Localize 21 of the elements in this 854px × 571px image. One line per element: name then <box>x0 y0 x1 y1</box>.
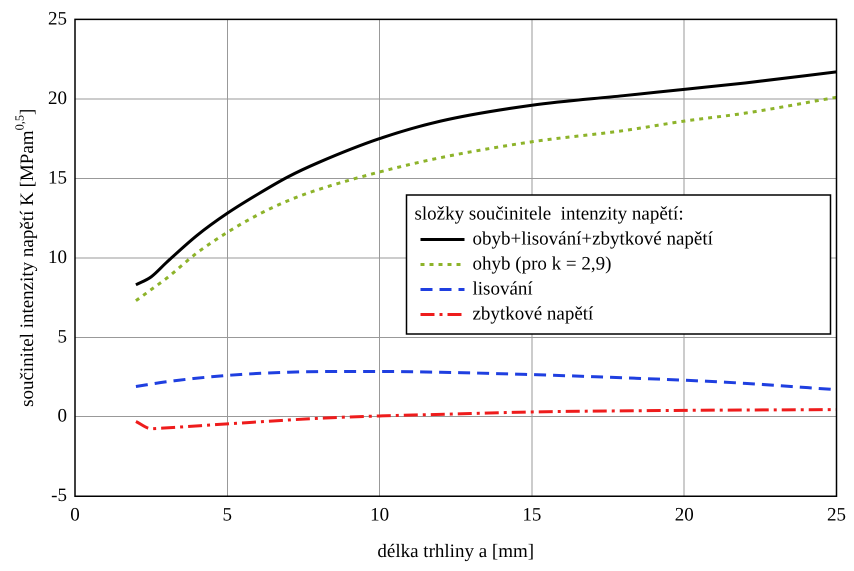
x-tick-label: 15 <box>522 504 542 526</box>
y-tick-label: 5 <box>58 326 67 348</box>
x-tick-label: 5 <box>222 504 232 526</box>
x-tick-label: 20 <box>674 504 694 526</box>
y-tick-label: 0 <box>58 406 67 427</box>
line-series <box>134 96 836 302</box>
y-axis-title: součinitel intenzity napětí K [MPam0,5] <box>12 108 38 407</box>
x-tick-label: 25 <box>827 504 846 526</box>
legend-label: zbytkové napětí <box>472 303 594 324</box>
y-tick-label: -5 <box>51 485 67 506</box>
legend-title: složky součinitele intenzity napětí: <box>414 203 684 224</box>
x-tick-label: 10 <box>370 504 390 526</box>
x-axis-title: délka trhliny a [mm] <box>377 540 534 562</box>
y-tick-label: 25 <box>48 8 67 30</box>
line-series <box>134 408 836 430</box>
legend-label: obyb+lisování+zbytkové napětí <box>472 228 714 250</box>
y-tick-label: 10 <box>48 246 67 268</box>
legend-label: ohyb (pro k = 2,9) <box>472 253 612 274</box>
y-tick-label: 15 <box>48 167 67 188</box>
y-tick-label: 20 <box>48 88 67 109</box>
legend-label: lisování <box>472 278 534 300</box>
